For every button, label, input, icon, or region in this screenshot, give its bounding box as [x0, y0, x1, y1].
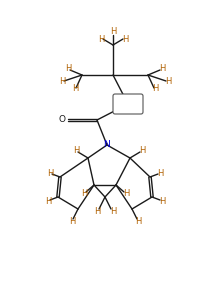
Text: H: H	[158, 64, 164, 73]
Text: H: H	[64, 64, 71, 73]
Text: H: H	[45, 197, 51, 206]
Text: Abs: Abs	[120, 99, 134, 108]
Text: H: H	[138, 146, 144, 156]
Text: N: N	[103, 140, 110, 149]
Text: H: H	[121, 36, 128, 45]
Text: H: H	[156, 168, 162, 178]
Text: H: H	[109, 28, 116, 37]
Text: H: H	[164, 78, 170, 86]
Text: H: H	[93, 206, 100, 216]
Text: H: H	[80, 189, 87, 198]
Text: H: H	[109, 206, 116, 216]
Text: H: H	[68, 217, 75, 225]
Text: H: H	[71, 85, 78, 94]
Text: H: H	[59, 78, 65, 86]
Text: H: H	[72, 146, 79, 156]
Text: O: O	[58, 116, 65, 124]
Text: H: H	[158, 197, 164, 206]
FancyBboxPatch shape	[112, 94, 142, 114]
Text: H: H	[97, 36, 104, 45]
Text: H: H	[151, 85, 157, 94]
Text: H: H	[134, 217, 140, 225]
Text: H: H	[47, 168, 53, 178]
Text: H: H	[122, 189, 129, 198]
